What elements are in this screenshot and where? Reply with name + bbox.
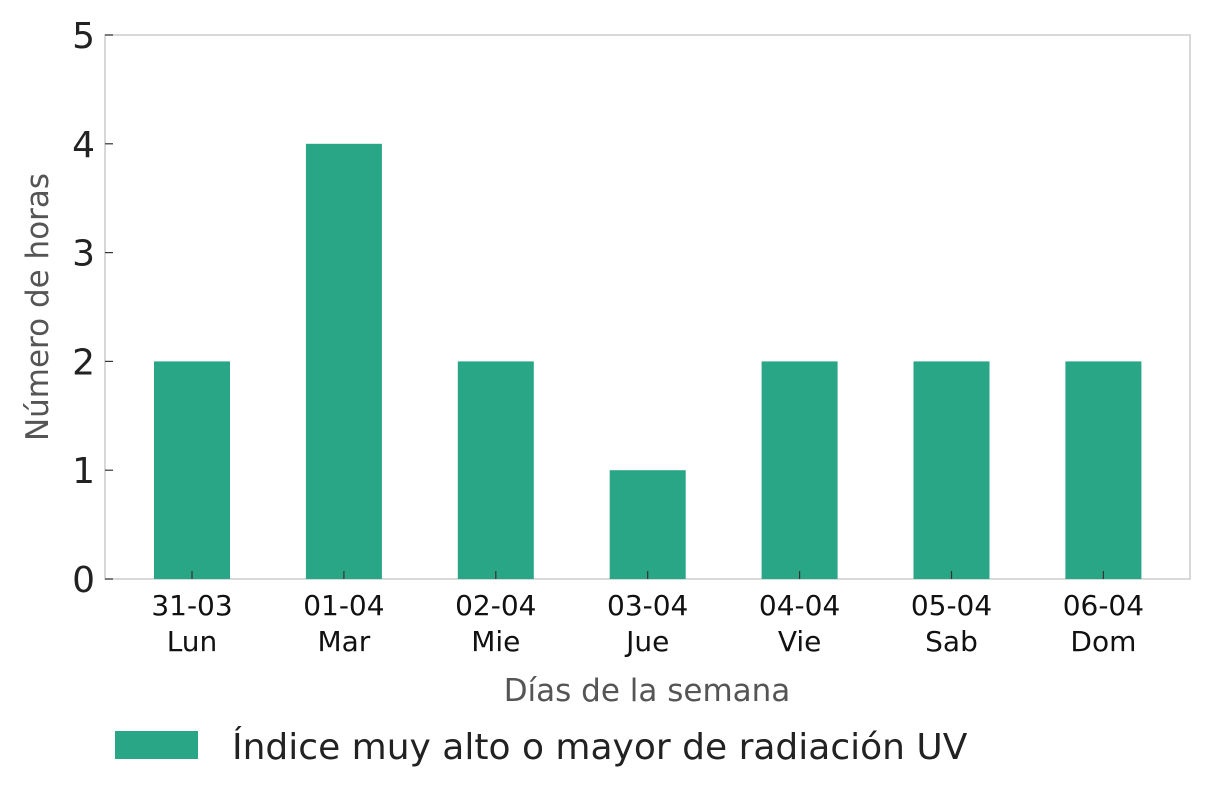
y-tick-label: 0	[72, 560, 95, 601]
x-tick-label-date: 02-04	[455, 589, 536, 622]
x-tick-label-day: Mar	[317, 625, 370, 658]
x-tick-label-day: Mie	[471, 625, 520, 658]
bar-02-04	[457, 361, 534, 579]
x-tick-label-date: 06-04	[1063, 589, 1144, 622]
x-tick-label-date: 03-04	[607, 589, 688, 622]
x-tick-label-day: Dom	[1070, 625, 1136, 658]
x-tick-label-day: Lun	[167, 625, 218, 658]
y-axis-label: Número de horas	[20, 173, 56, 441]
x-tick-label-date: 05-04	[911, 589, 992, 622]
legend-swatch	[115, 731, 198, 759]
y-tick-label: 5	[72, 16, 95, 57]
x-tick-label-date: 01-04	[303, 589, 384, 622]
x-tick-label-day: Sab	[925, 625, 978, 658]
x-tick-label-date: 31-03	[151, 589, 232, 622]
y-tick-label: 4	[72, 125, 95, 166]
bar-01-04	[305, 143, 382, 580]
legend: Índice muy alto o mayor de radiación UV	[115, 726, 968, 768]
x-tick-label-day: Jue	[624, 625, 669, 658]
y-tick-label: 3	[72, 234, 95, 275]
y-tick-label: 2	[72, 342, 95, 383]
bars-group	[154, 143, 1142, 580]
y-axis: 0 1 2 3 4 5	[72, 16, 113, 601]
y-tick-label: 1	[72, 451, 95, 492]
x-tick-label-date: 04-04	[759, 589, 840, 622]
bar-04-04	[761, 361, 838, 579]
legend-label: Índice muy alto o mayor de radiación UV	[232, 726, 968, 768]
x-axis-label: Días de la semana	[504, 673, 791, 709]
bar-06-04	[1065, 361, 1142, 579]
bar-31-03	[154, 361, 230, 579]
x-tick-label-day: Vie	[778, 625, 822, 658]
bar-03-04	[609, 470, 686, 579]
bar-05-04	[913, 361, 990, 579]
